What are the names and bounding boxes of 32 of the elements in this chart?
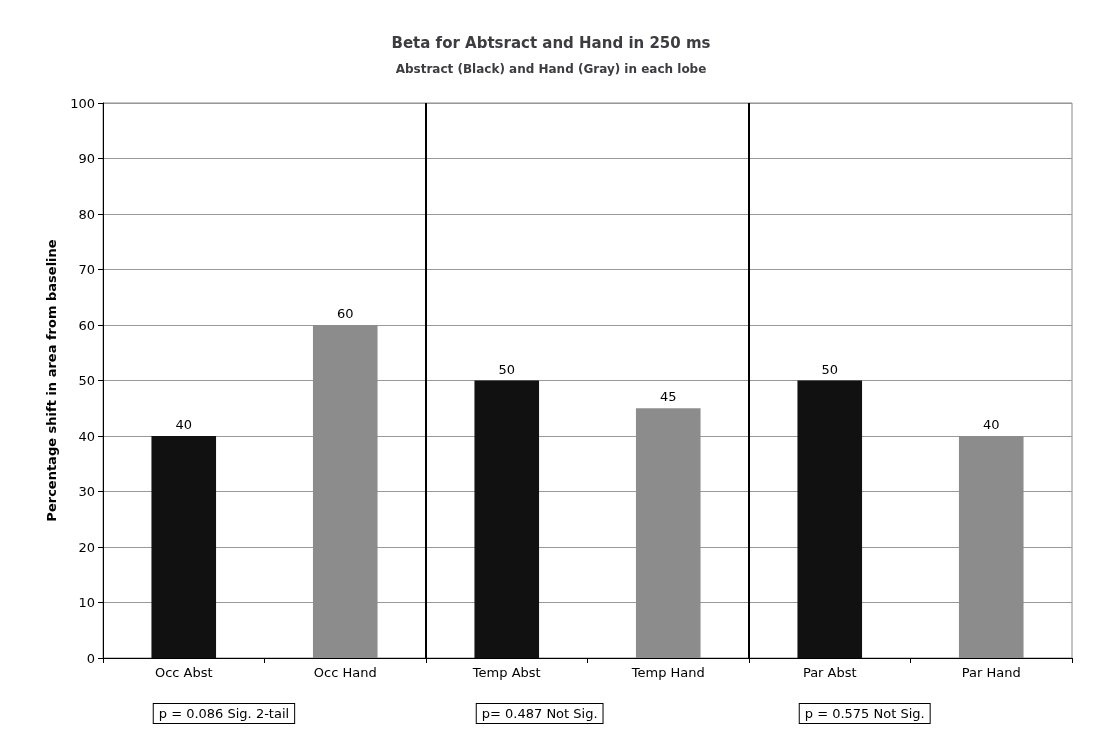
text: p = 0.575 Not Sig. xyxy=(804,706,925,721)
bar xyxy=(474,380,540,658)
data-label: 50 xyxy=(821,361,839,377)
y-tick-label: 50 xyxy=(78,373,95,388)
data-label: 45 xyxy=(659,389,677,405)
x-tick-label: Occ Hand xyxy=(313,665,377,680)
data-label: 50 xyxy=(498,361,516,377)
data-label: 40 xyxy=(982,417,1000,432)
bar xyxy=(151,436,217,658)
y-axis-title: Percentage shift in area from baseline xyxy=(44,239,59,522)
text: p = 0.086 Sig. 2-tail xyxy=(158,706,290,721)
chart-subtitle: Abstract (Black) and Hand (Gray) in each lobe xyxy=(395,62,707,76)
bar xyxy=(797,380,863,658)
y-tick-label: 0 xyxy=(86,650,95,666)
y-tick-label: 20 xyxy=(78,539,95,555)
y-tick-label: 90 xyxy=(78,151,95,166)
x-tick-label: Par Hand xyxy=(961,665,1021,680)
text: p= 0.487 Not Sig. xyxy=(481,706,598,721)
chart-title: Beta for Abtsract and Hand in 250 ms xyxy=(391,33,711,52)
y-tick-label: 30 xyxy=(78,484,95,499)
data-label: 60 xyxy=(336,306,354,321)
y-tick-label: 60 xyxy=(78,317,95,333)
y-tick-label: 40 xyxy=(78,428,95,444)
x-tick-label: Par Abst xyxy=(802,665,857,680)
y-tick-label: 100 xyxy=(70,95,95,111)
x-tick-label: Temp Hand xyxy=(630,665,705,680)
x-tick-label: Occ Abst xyxy=(154,665,213,680)
y-tick-label: 80 xyxy=(78,206,95,222)
x-tick-label: Temp Abst xyxy=(471,665,541,680)
y-tick-label: 10 xyxy=(78,595,95,610)
data-label: 40 xyxy=(175,417,193,432)
y-tick-label: 70 xyxy=(78,262,95,277)
